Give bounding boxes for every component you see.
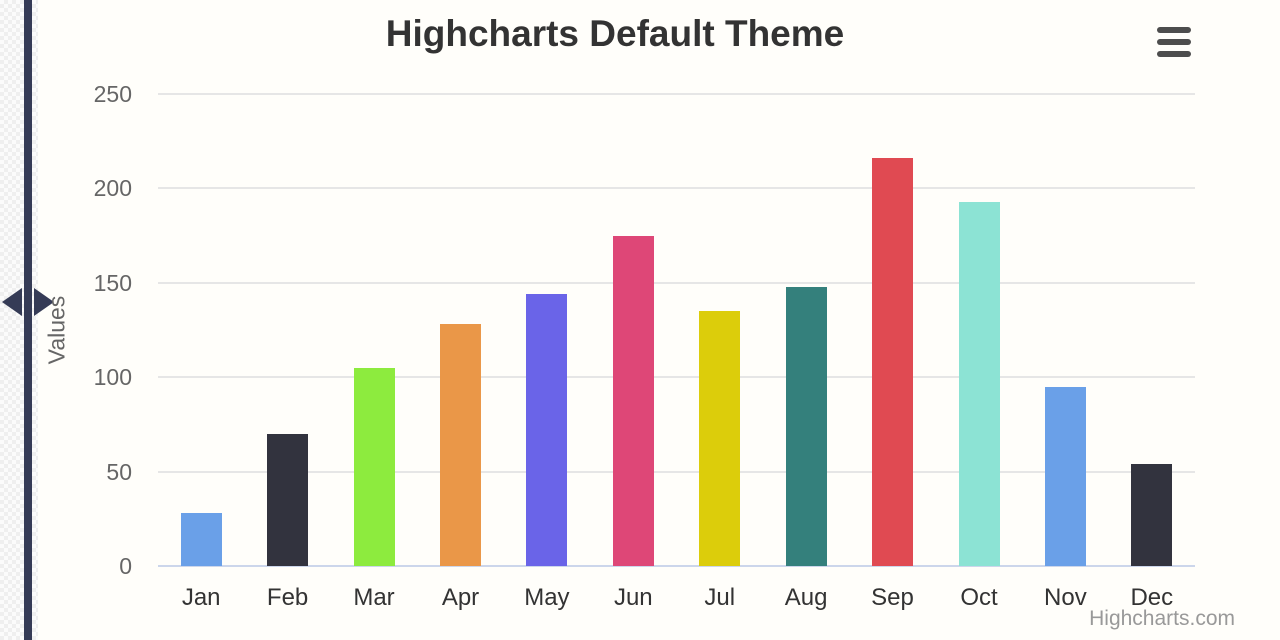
x-axis-label-nov: Nov — [1044, 584, 1087, 611]
highcharts-credit-link[interactable]: Highcharts.com — [1089, 607, 1235, 630]
panel-resizer[interactable] — [0, 0, 54, 640]
x-axis-label-aug: Aug — [784, 584, 828, 611]
chart-context-menu-button[interactable] — [1149, 19, 1199, 65]
bar-feb[interactable] — [267, 433, 309, 566]
bar-nov[interactable] — [1044, 386, 1086, 566]
bar-jan[interactable] — [180, 513, 222, 566]
y-axis-title: Values — [43, 295, 70, 365]
bar-jun[interactable] — [612, 235, 654, 566]
x-axis-line — [158, 565, 1195, 567]
resize-left-arrow-icon — [2, 288, 22, 316]
y-gridline — [158, 93, 1195, 95]
y-gridline — [158, 187, 1195, 190]
bar-sep[interactable] — [872, 158, 913, 566]
x-axis-label-jul: Jul — [704, 584, 736, 611]
y-gridline — [158, 470, 1195, 473]
bar-jul[interactable] — [699, 311, 741, 566]
x-axis-label-dec: Dec — [1130, 584, 1174, 611]
x-axis-label-mar: Mar — [353, 584, 395, 611]
splitter-bar[interactable] — [24, 0, 32, 640]
x-axis-label-may: May — [524, 584, 570, 611]
bar-apr[interactable] — [440, 324, 481, 566]
bar-oct[interactable] — [958, 201, 1000, 566]
y-axis-tick-label: 200 — [93, 175, 132, 202]
hamburger-icon — [1157, 39, 1191, 45]
bar-may[interactable] — [526, 294, 568, 566]
hamburger-icon — [1157, 51, 1191, 57]
bar-mar[interactable] — [353, 367, 395, 566]
y-axis-tick-label: 150 — [93, 269, 132, 296]
y-axis-tick-label: 100 — [93, 364, 132, 391]
x-axis-label-feb: Feb — [266, 584, 309, 611]
bar-aug[interactable] — [785, 286, 827, 566]
resize-right-arrow-icon — [34, 288, 54, 316]
y-gridline — [158, 281, 1195, 284]
y-axis-tick-label: 250 — [93, 81, 132, 107]
chart-title: Highcharts Default Theme — [385, 13, 845, 54]
y-axis-tick-label: 50 — [106, 458, 132, 485]
x-axis-label-sep: Sep — [871, 584, 914, 611]
hamburger-icon — [1157, 27, 1191, 33]
x-axis-label-jan: Jan — [181, 584, 221, 611]
x-axis-label-apr: Apr — [441, 584, 480, 611]
bar-dec[interactable] — [1131, 464, 1173, 566]
y-gridline — [158, 376, 1195, 379]
y-axis-tick-label: 0 — [119, 553, 132, 579]
x-axis-label-jun: Jun — [613, 584, 653, 611]
x-axis-label-oct: Oct — [960, 584, 998, 611]
